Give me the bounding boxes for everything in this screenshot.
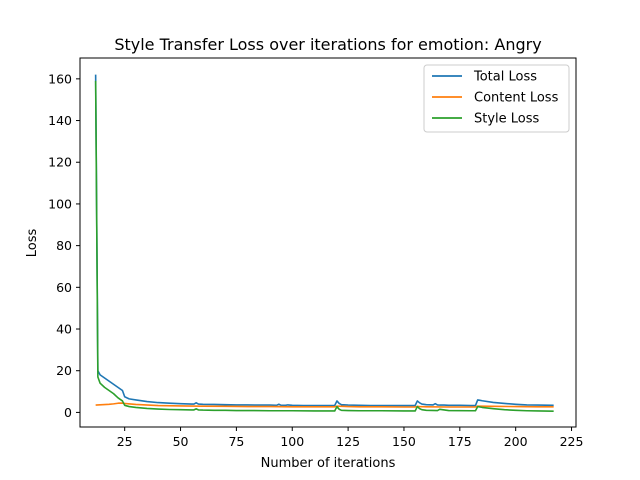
x-tick-label: 100 [280,434,304,449]
legend-frame [423,64,570,133]
x-tick-label: 225 [560,434,584,449]
legend: Total Loss Content Loss Style Loss [423,64,570,133]
y-tick-label: 20 [56,363,72,378]
x-tick-label: 150 [392,434,416,449]
plot-frame [79,57,577,428]
x-tick-label: 50 [173,434,189,449]
y-tick-label: 60 [56,280,72,295]
y-tick-label: 100 [48,196,72,211]
x-axis-title: Number of iterations [261,456,396,471]
x-tick-label: 175 [448,434,472,449]
y-tick-label: 120 [48,155,72,170]
x-tick-label: 200 [504,434,528,449]
legend-label-1: Content Loss [474,91,559,106]
plot-lines [94,74,554,412]
chart-title: Style Transfer Loss over iterations for … [114,35,541,54]
y-tick-label: 0 [64,405,72,420]
y-axis-ticks: 0 20 40 60 80 100 120 140 160 [48,71,80,420]
x-axis-ticks: 25 50 75 100 125 150 175 200 225 [117,427,584,449]
y-tick-label: 80 [56,238,72,253]
y-tick-label: 160 [48,71,72,86]
y-tick-label: 40 [56,322,72,337]
legend-label-2: Style Loss [474,112,540,127]
series-line-0 [94,74,554,407]
x-tick-label: 75 [228,434,244,449]
y-tick-label: 140 [48,113,72,128]
series-line-2 [94,80,554,412]
x-tick-label: 125 [336,434,360,449]
y-axis-title: Loss [25,229,40,258]
legend-label-0: Total Loss [473,70,537,85]
x-tick-label: 25 [117,434,133,449]
